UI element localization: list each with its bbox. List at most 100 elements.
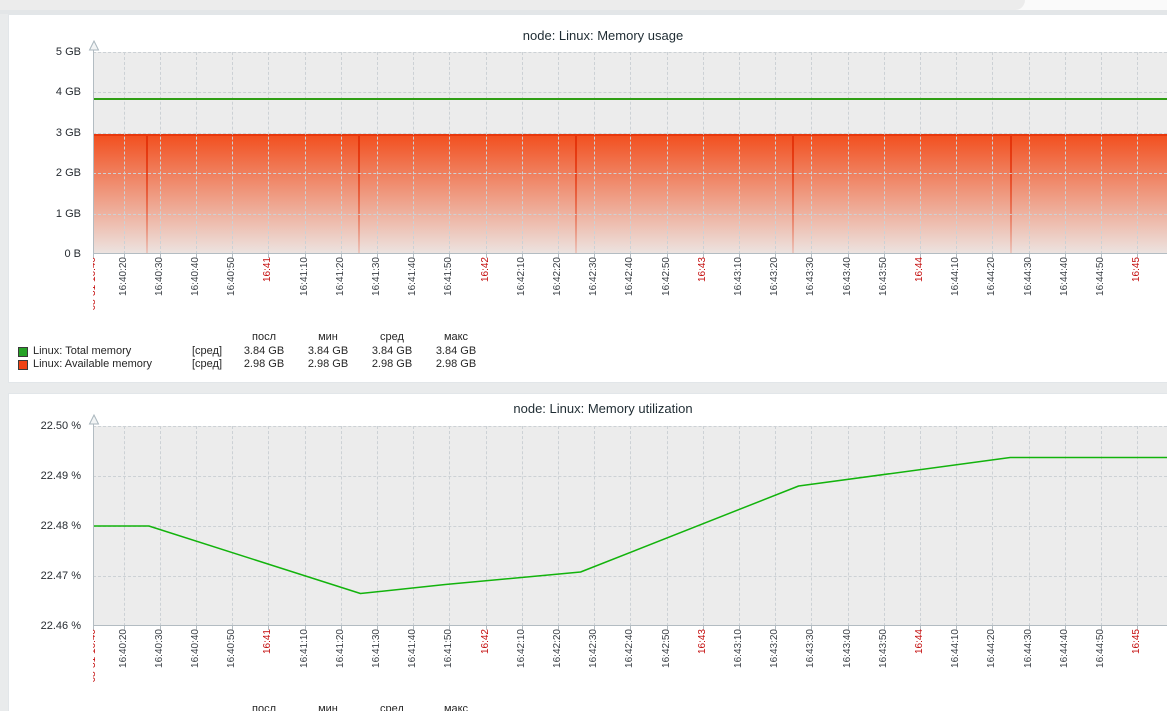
gridline [1100, 52, 1102, 254]
graph-legend: посл мин сред макс [18, 703, 488, 711]
legend-spacer [33, 703, 182, 711]
graph-title: node: Linux: Memory usage [522, 28, 684, 43]
axis-tick [558, 626, 560, 630]
legend-aggregation-fn: [сред] [191, 358, 223, 370]
gridline [93, 526, 1167, 527]
x-tick-label: 16:43:20 [769, 257, 781, 296]
gridline [485, 52, 487, 254]
gridline [449, 52, 451, 254]
legend-stat-value: 2.98 GB [435, 358, 477, 370]
x-tick-label: 16:40:30 [153, 629, 165, 668]
gridline [268, 52, 270, 254]
x-tick-label: 16:44 [913, 257, 925, 283]
gridline [594, 52, 596, 254]
axis-tick [159, 254, 161, 258]
gridline [1028, 52, 1030, 254]
gridline [196, 426, 198, 626]
area-gap-line [575, 135, 578, 254]
axis-tick [449, 626, 451, 630]
x-tick-label: 16:41:20 [334, 257, 346, 296]
axis-tick [521, 626, 523, 630]
gridline [377, 52, 379, 254]
x-tick-label: 16:40:20 [117, 629, 129, 668]
gridline [1064, 426, 1066, 626]
axis-tick [702, 626, 704, 630]
gridline [847, 426, 849, 626]
gridline [811, 52, 813, 254]
gridline [630, 426, 632, 626]
legend-aggregation-fn: [сред] [191, 344, 223, 357]
x-tick-label: 16:40:50 [226, 629, 238, 668]
x-tick-label: 16:44:40 [1058, 629, 1070, 668]
axis-tick [1028, 254, 1030, 258]
legend-col-header: макс [443, 331, 469, 343]
x-tick-label: 16:42:40 [624, 629, 636, 668]
gridline [93, 213, 1167, 215]
x-tick-label: 16:40:20 [117, 257, 129, 296]
x-tick-label: 16:42:30 [588, 629, 600, 668]
graph-legend: посл мин сред макс Linux: Total memory [сред]… [18, 331, 488, 372]
y-tick-label: 5 GB [55, 46, 81, 58]
x-tick-label: 16:41:10 [298, 629, 310, 668]
legend-series-label: Linux: Total memory [33, 344, 132, 357]
gridline [1137, 426, 1139, 626]
x-tick-label: 16:43 [696, 257, 708, 283]
axis-tick [594, 254, 596, 258]
gridline [1028, 426, 1030, 626]
area-gap-line [1010, 135, 1013, 254]
axis-tick [956, 626, 958, 630]
x-tick-label: 16:41:50 [443, 629, 455, 668]
x-tick-label: 16:41:50 [443, 257, 455, 296]
axis-tick [775, 254, 777, 258]
axis-tick [811, 254, 813, 258]
gridline [594, 426, 596, 626]
graph-plot-area[interactable] [88, 40, 1167, 258]
axis-tick [304, 254, 306, 258]
gridline [268, 426, 270, 626]
axis-tick [630, 626, 632, 630]
x-axis [93, 625, 1167, 626]
axis-tick [304, 626, 306, 630]
x-tick-label: 16:42:20 [552, 257, 564, 296]
gridline [196, 52, 198, 254]
axis-tick [1028, 626, 1030, 630]
y-tick-label: 22.46 % [40, 620, 81, 632]
axis-tick [449, 254, 451, 258]
x-tick-label: 16:44:20 [986, 629, 998, 668]
area-gap-line [358, 135, 361, 254]
gridline [304, 52, 306, 254]
x-tick-label: 16:45 [1131, 257, 1143, 283]
x-tick-label: 16:41:30 [371, 257, 383, 296]
gridline [883, 426, 885, 626]
axis-tick [413, 626, 415, 630]
gridline [93, 576, 1167, 577]
gridline [340, 426, 342, 626]
x-tick-label: 16:40:30 [153, 257, 165, 296]
x-tick-label: 16:44:30 [1022, 629, 1034, 668]
axis-tick [739, 254, 740, 258]
gridline [521, 426, 523, 626]
legend-stat-value: 3.84 GB [435, 344, 477, 357]
x-tick-label: 16:44:50 [1094, 257, 1106, 296]
x-tick-label: 16:44:40 [1058, 257, 1070, 296]
legend-spacer [18, 703, 33, 711]
x-tick-label: 16:41:20 [334, 629, 346, 668]
axis-tick [1100, 254, 1102, 258]
x-tick-label: 16:42:20 [552, 629, 564, 668]
axis-tick [666, 254, 668, 258]
x-tick-label: 16:43:50 [877, 257, 889, 296]
x-tick-label: 16:42:30 [588, 257, 600, 296]
graph-widget-memory-usage: node: Linux: Memory usage 5 GB 4 GB 3 GB 2 … [8, 14, 1167, 383]
series-available-memory-area [93, 133, 1167, 254]
dashboard-content: node: Linux: Memory usage 5 GB 4 GB 3 GB 2 … [0, 14, 1167, 711]
gridline [413, 52, 415, 254]
axis-tick [1100, 626, 1102, 630]
x-tick-label: 16:44:10 [950, 629, 962, 668]
graph-plot-area[interactable] [88, 414, 1167, 630]
x-tick-label: 16:40:40 [190, 629, 202, 668]
axis-tick [883, 254, 885, 258]
gridline [413, 426, 415, 626]
axis-tick [558, 254, 560, 258]
x-tick-label: 16:43:30 [805, 629, 817, 668]
axis-tick [630, 254, 632, 258]
